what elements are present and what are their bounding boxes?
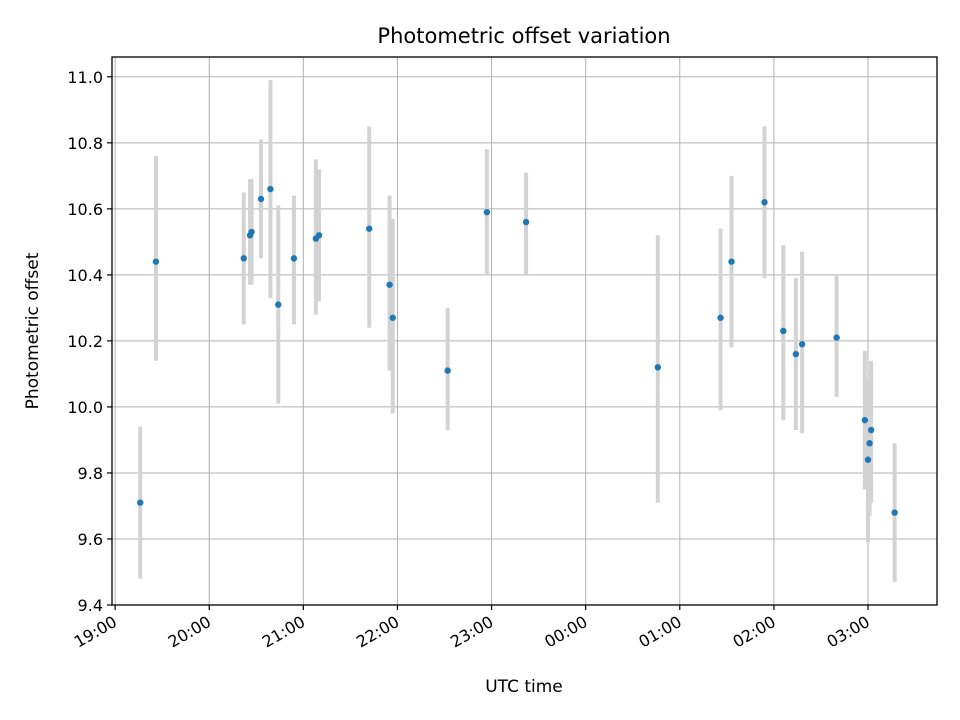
x-axis-title: UTC time bbox=[485, 677, 563, 697]
data-points bbox=[137, 185, 898, 516]
data-point bbox=[290, 255, 298, 262]
data-point bbox=[867, 426, 875, 434]
data-point bbox=[275, 301, 282, 308]
data-point bbox=[866, 440, 873, 447]
y-tick-label: 11.0 bbox=[67, 68, 103, 87]
data-point bbox=[780, 327, 787, 335]
data-point bbox=[315, 232, 323, 239]
y-tick-label: 10.8 bbox=[67, 134, 103, 153]
data-point bbox=[444, 367, 451, 374]
data-point bbox=[386, 281, 393, 288]
data-point bbox=[861, 416, 869, 424]
y-tick-label: 9.4 bbox=[78, 596, 103, 615]
y-axis-ticks: 9.4 9.6 9.8 10.0 10.2 10.4 10.6 10.8 11.0 bbox=[67, 68, 112, 615]
data-point bbox=[240, 255, 247, 262]
data-point bbox=[137, 499, 144, 506]
y-axis-title: Photometric offset bbox=[23, 252, 43, 409]
plot-frame bbox=[111, 56, 938, 606]
data-point bbox=[864, 456, 872, 463]
y-tick-label: 9.8 bbox=[78, 464, 103, 483]
data-point bbox=[248, 228, 255, 236]
y-tick-label: 9.6 bbox=[78, 530, 103, 549]
data-point bbox=[717, 314, 724, 321]
data-point bbox=[152, 258, 160, 265]
chart-title: Photometric offset variation bbox=[377, 24, 670, 48]
data-point bbox=[654, 364, 662, 371]
data-point bbox=[833, 334, 840, 341]
data-point bbox=[522, 218, 530, 226]
data-point bbox=[728, 258, 735, 265]
y-tick-label: 10.2 bbox=[67, 332, 103, 351]
data-point bbox=[389, 314, 396, 321]
y-tick-label: 10.6 bbox=[67, 200, 103, 219]
data-point bbox=[792, 350, 800, 358]
y-tick-label: 10.4 bbox=[67, 266, 103, 285]
data-point bbox=[891, 509, 898, 516]
grid bbox=[112, 57, 937, 606]
data-point bbox=[798, 341, 806, 348]
y-tick-label: 10.0 bbox=[67, 398, 103, 417]
data-point bbox=[761, 199, 768, 206]
data-point bbox=[257, 195, 265, 203]
data-point bbox=[366, 225, 373, 232]
data-point bbox=[267, 185, 274, 193]
data-point bbox=[483, 208, 491, 216]
